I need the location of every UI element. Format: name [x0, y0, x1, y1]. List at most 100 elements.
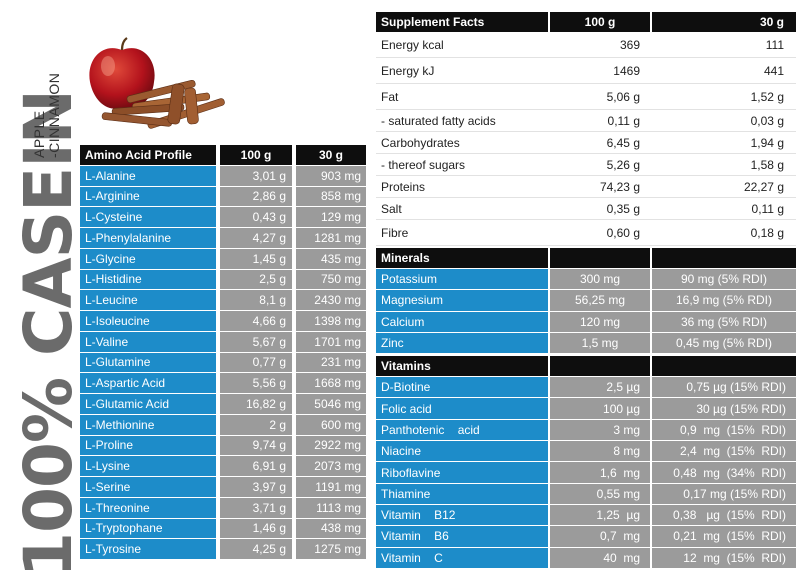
facts-value-100g: 5,26 g — [606, 157, 640, 172]
amino-row: L-Threonine 3,71 g 1113 mg — [80, 497, 366, 519]
vitamin-name: Niacine — [376, 441, 548, 462]
amino-value-30g: 1281 mg — [296, 228, 366, 248]
vitamin-row: Vitamin B6 0,7 mg 0,21 mg (15% RDI) — [376, 526, 796, 548]
amino-value-100g: 1,46 g — [220, 518, 292, 539]
vitamin-name: Thiamine — [376, 483, 548, 504]
facts-header-100g: 100 g — [550, 12, 650, 32]
mineral-row: Zinc 1,5 mg 0,45 mg (5% RDI) — [376, 332, 796, 355]
vitamin-value-30g: 12 mg (15% RDI) — [652, 547, 796, 568]
amino-value-100g: 4,66 g — [220, 311, 292, 331]
amino-rows: L-Alanine 3,01 g 903 mg L-Arginine 2,86 g 858… — [80, 165, 366, 560]
amino-row: L-Alanine 3,01 g 903 mg — [80, 165, 366, 187]
amino-name: L-Glycine — [80, 248, 216, 269]
minerals-header-row: Minerals — [376, 248, 796, 268]
facts-value-100g: 0,11 g — [607, 113, 640, 128]
vitamin-row: D-Biotine 2,5 µg 0,75 µg (15% RDI) — [376, 377, 796, 399]
amino-value-100g: 3,71 g — [220, 497, 292, 518]
amino-value-100g: 3,97 g — [220, 477, 292, 497]
amino-name: L-Histidine — [80, 269, 216, 290]
vitamin-name: Vitamin B6 — [376, 526, 548, 547]
vitamin-value-100g: 0,55 mg — [550, 483, 650, 504]
facts-value-30g: 0,18 g — [750, 225, 784, 240]
amino-name: L-Tyrosine — [80, 539, 216, 559]
amino-name: L-Glutamine — [80, 352, 216, 373]
amino-name: L-Alanine — [80, 165, 216, 186]
vitamin-value-30g: 30 µg (15% RDI) — [652, 398, 796, 419]
facts-name: Fat — [381, 89, 399, 104]
amino-value-30g: 2073 mg — [296, 456, 366, 476]
vitamin-row: Thiamine 0,55 mg 0,17 mg (15% RDI) — [376, 483, 796, 505]
vitamin-value-30g: 2,4 mg (15% RDI) — [652, 441, 796, 462]
amino-value-30g: 438 mg — [296, 518, 366, 539]
amino-value-100g: 3,01 g — [220, 165, 292, 186]
amino-name: L-Isoleucine — [80, 311, 216, 331]
amino-row: L-Valine 5,67 g 1701 mg — [80, 331, 366, 353]
facts-value-30g: 111 — [765, 37, 784, 52]
amino-value-30g: 5046 mg — [296, 394, 366, 414]
amino-row: L-Glutamic Acid 16,82 g 5046 mg — [80, 394, 366, 415]
facts-value-100g: 369 — [619, 37, 640, 52]
facts-row: Energy kJ 1469 441 — [376, 58, 796, 84]
minerals-header: Minerals — [376, 248, 548, 268]
facts-value-30g: 22,27 g — [743, 179, 784, 194]
amino-value-30g: 858 mg — [296, 186, 366, 207]
facts-row: Fat 5,06 g 1,52 g — [376, 84, 796, 110]
vitamin-row: Folic acid 100 µg 30 µg (15% RDI) — [376, 398, 796, 420]
amino-value-30g: 1668 mg — [296, 373, 366, 393]
facts-name: - saturated fatty acids — [381, 113, 496, 128]
amino-value-30g: 1398 mg — [296, 311, 366, 331]
vitamin-value-100g: 8 mg — [550, 441, 650, 462]
amino-row: L-Aspartic Acid 5,56 g 1668 mg — [80, 373, 366, 394]
amino-value-100g: 2,5 g — [220, 269, 292, 290]
facts-value-30g: 0,11 g — [751, 201, 784, 216]
vitamin-row: Panthotenic acid 3 mg 0,9 mg (15% RDI) — [376, 419, 796, 442]
amino-name: L-Proline — [80, 435, 216, 456]
minerals-rows: Potassium 300 mg 90 mg (5% RDI) Magnesium 56… — [376, 269, 796, 355]
mineral-name: Magnesium — [376, 290, 548, 311]
brand-title: 100% CASEIN — [10, 90, 87, 570]
amino-row: L-Glutamine 0,77 g 231 mg — [80, 352, 366, 374]
facts-value-100g: 0,60 g — [606, 225, 640, 240]
cinnamon-sticks-icon — [101, 79, 225, 129]
facts-name: Carbohydrates — [381, 135, 460, 150]
amino-row: L-Leucine 8,1 g 2430 mg — [80, 290, 366, 311]
amino-value-100g: 5,67 g — [220, 331, 292, 352]
vitamin-row: Riboflavine 1,6 mg 0,48 mg (34% RDI) — [376, 462, 796, 484]
amino-value-30g: 435 mg — [296, 248, 366, 269]
mineral-value-100g: 120 mg — [550, 311, 650, 332]
facts-header-row: Supplement Facts 100 g 30 g — [376, 12, 796, 32]
vitamin-value-100g: 3 mg — [550, 419, 650, 441]
vitamin-value-100g: 2,5 µg — [550, 377, 650, 398]
mineral-value-30g: 36 mg (5% RDI) — [652, 311, 796, 332]
facts-value-100g: 74,23 g — [599, 179, 640, 194]
amino-row: L-Glycine 1,45 g 435 mg — [80, 248, 366, 270]
amino-value-100g: 2,86 g — [220, 186, 292, 207]
vitamin-name: Panthotenic acid — [376, 419, 548, 441]
amino-value-100g: 16,82 g — [220, 394, 292, 414]
mineral-name: Potassium — [376, 269, 548, 290]
vitamin-value-100g: 100 µg — [550, 398, 650, 419]
facts-value-100g: 0,35 g — [606, 201, 640, 216]
vitamin-value-30g: 0,17 mg (15% RDI) — [652, 483, 796, 504]
amino-value-100g: 0,77 g — [220, 352, 292, 373]
facts-name: Energy kcal — [381, 37, 444, 52]
mineral-name: Zinc — [376, 332, 548, 354]
amino-row: L-Serine 3,97 g 1191 mg — [80, 477, 366, 498]
facts-row: Fibre 0,60 g 0,18 g — [376, 220, 796, 246]
amino-row: L-Histidine 2,5 g 750 mg — [80, 269, 366, 291]
facts-value-30g: 0,03 g — [750, 113, 784, 128]
amino-row: L-Methionine 2 g 600 mg — [80, 414, 366, 436]
vitamins-header-row: Vitamins — [376, 356, 796, 377]
facts-header-name: Supplement Facts — [376, 12, 548, 32]
facts-header-30g: 30 g — [652, 12, 796, 32]
amino-value-30g: 2430 mg — [296, 290, 366, 310]
amino-value-100g: 9,74 g — [220, 435, 292, 456]
amino-row: L-Tyrosine 4,25 g 1275 mg — [80, 539, 366, 560]
amino-value-30g: 1701 mg — [296, 331, 366, 352]
vitamin-name: Riboflavine — [376, 462, 548, 483]
facts-value-30g: 1,94 g — [750, 135, 784, 150]
amino-name: L-Arginine — [80, 186, 216, 207]
vitamin-value-30g: 0,21 mg (15% RDI) — [652, 526, 796, 547]
amino-name: L-Threonine — [80, 497, 216, 518]
amino-value-100g: 6,91 g — [220, 456, 292, 476]
